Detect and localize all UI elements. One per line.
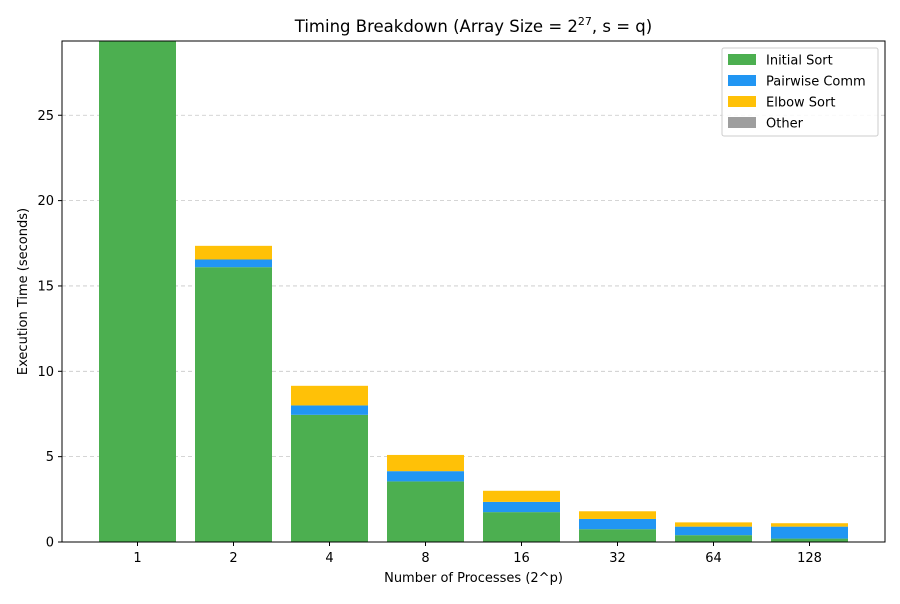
bar-elbow-sort [579, 511, 656, 519]
x-axis-ticks: 1 2 4 8 16 32 64 128 [133, 542, 822, 566]
grid-lines [62, 114, 885, 458]
legend-label: Other [766, 117, 804, 132]
x-tick-label: 2 [229, 551, 237, 566]
bar-initial-sort [291, 414, 368, 542]
x-tick-label: 1 [133, 551, 141, 566]
y-tick-label: 15 [37, 279, 54, 294]
bars [99, 41, 848, 542]
legend-items: Initial Sort Pairwise Comm Elbow Sort Other [728, 54, 866, 132]
title-prefix: Timing Breakdown (Array Size = 2 [294, 17, 578, 36]
y-tick-label: 20 [37, 194, 54, 209]
bar-pairwise-comm [579, 518, 656, 530]
legend-swatch [728, 54, 756, 65]
x-tick-label: 16 [513, 551, 530, 566]
x-tick-label: 32 [609, 551, 626, 566]
bar-elbow-sort [771, 523, 848, 527]
x-tick-label: 8 [421, 551, 429, 566]
title-suffix: , s = q) [592, 17, 652, 36]
legend-swatch [728, 75, 756, 86]
bar-elbow-sort [195, 245, 272, 260]
bar-pairwise-comm [195, 259, 272, 268]
bar-initial-sort [675, 535, 752, 542]
bar-pairwise-comm [387, 471, 464, 482]
legend-label: Initial Sort [766, 54, 833, 69]
bar-pairwise-comm [771, 526, 848, 539]
bar-initial-sort [387, 481, 464, 542]
y-axis-ticks: 0 5 10 15 20 25 [37, 109, 62, 551]
bar-pairwise-comm [291, 405, 368, 415]
bar-pairwise-comm [483, 501, 560, 513]
bar-initial-sort [195, 267, 272, 542]
legend-swatch [728, 117, 756, 128]
legend-box [721, 47, 879, 137]
bar-pairwise-comm [675, 526, 752, 536]
chart-title: Timing Breakdown (Array Size = 227, s = … [294, 15, 652, 36]
bar-initial-sort [99, 41, 176, 542]
bar-initial-sort [483, 512, 560, 542]
legend-label: Elbow Sort [766, 96, 835, 111]
y-tick-label: 5 [46, 450, 54, 465]
y-tick-label: 25 [37, 109, 54, 124]
title-superscript: 27 [578, 15, 592, 28]
x-tick-label: 64 [705, 551, 722, 566]
bar-elbow-sort [483, 490, 560, 502]
bar-elbow-sort [291, 385, 368, 406]
legend-swatch [728, 96, 756, 107]
x-axis-label: Number of Processes (2^p) [384, 571, 563, 586]
y-axis-label: Execution Time (seconds) [16, 208, 31, 375]
x-tick-label: 128 [797, 551, 822, 566]
bar-initial-sort [579, 529, 656, 542]
legend-label: Pairwise Comm [766, 75, 866, 90]
x-tick-label: 4 [325, 551, 333, 566]
y-tick-label: 10 [37, 365, 54, 380]
y-tick-label: 0 [46, 536, 54, 551]
plot-frame [61, 40, 886, 543]
bar-initial-sort [771, 538, 848, 542]
legend: Initial Sort Pairwise Comm Elbow Sort Other [721, 47, 879, 137]
bar-elbow-sort [387, 454, 464, 472]
bar-elbow-sort [675, 522, 752, 527]
